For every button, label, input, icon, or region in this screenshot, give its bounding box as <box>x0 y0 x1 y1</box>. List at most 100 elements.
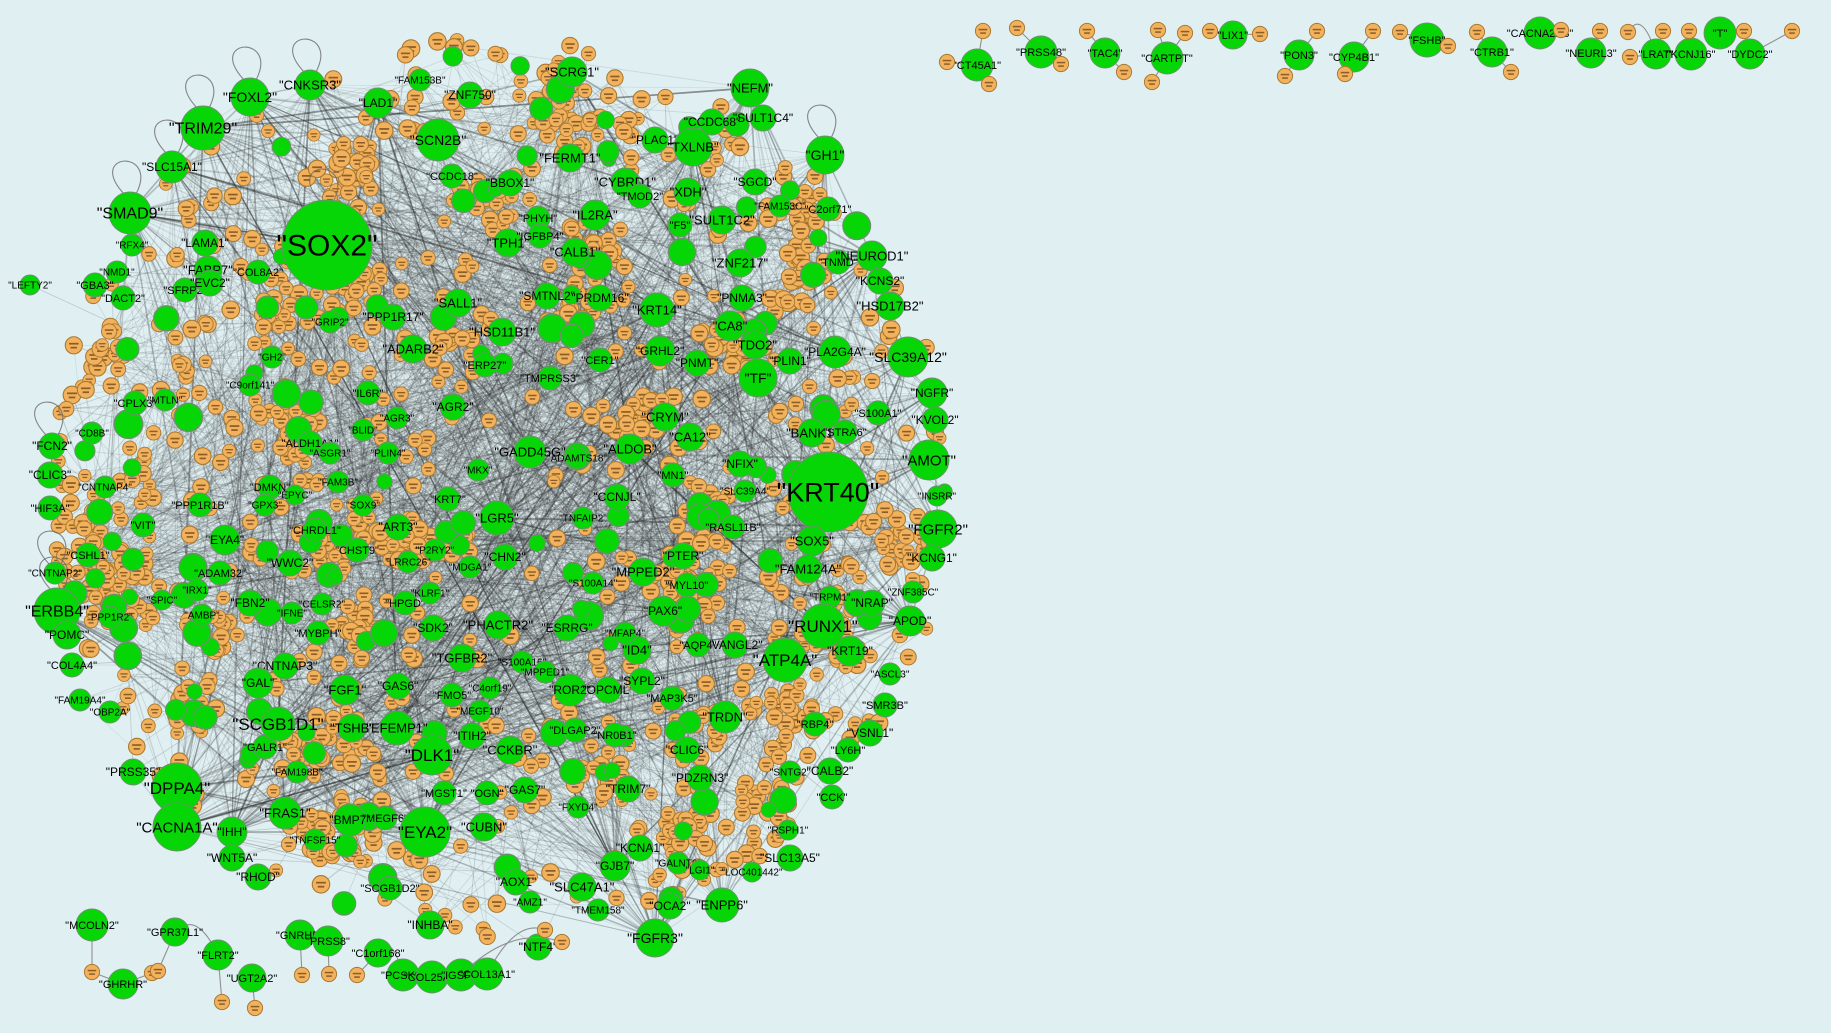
gene-node-minor[interactable] <box>174 660 191 677</box>
gene-node-minor[interactable] <box>763 695 778 711</box>
gene-node-minor[interactable] <box>793 677 807 692</box>
gene-node-minor[interactable] <box>735 793 751 810</box>
gene-node-minor[interactable] <box>863 372 881 390</box>
gene-node-minor[interactable] <box>787 395 805 413</box>
gene-node-minor[interactable] <box>342 753 362 774</box>
gene-node-minor[interactable] <box>453 329 471 348</box>
gene-node-minor[interactable] <box>859 440 875 456</box>
gene-node-minor[interactable] <box>260 123 276 139</box>
gene-node-minor[interactable] <box>368 762 387 781</box>
gene-node-minor[interactable] <box>780 268 798 286</box>
gene-node-minor[interactable] <box>437 214 452 229</box>
gene-node-minor[interactable] <box>801 378 818 395</box>
gene-node-minor[interactable] <box>580 45 597 62</box>
gene-node-minor[interactable] <box>223 186 243 206</box>
gene-node-minor[interactable] <box>586 551 606 572</box>
gene-node-minor[interactable] <box>703 336 720 353</box>
gene-node-minor[interactable] <box>618 415 636 433</box>
gene-node-hub-unlabeled[interactable] <box>165 699 187 721</box>
gene-node-minor[interactable] <box>371 202 386 217</box>
gene-node-minor[interactable] <box>121 440 138 456</box>
gene-node-minor[interactable] <box>167 329 184 346</box>
gene-node-minor[interactable] <box>400 646 418 664</box>
gene-node-minor[interactable] <box>721 563 738 579</box>
gene-node-minor[interactable] <box>749 695 764 710</box>
gene-node-minor[interactable] <box>668 516 687 535</box>
gene-node-minor[interactable] <box>354 337 370 353</box>
gene-node-minor[interactable] <box>477 121 492 136</box>
gene-node-hub-unlabeled[interactable] <box>294 295 319 320</box>
gene-node-minor[interactable] <box>359 169 374 185</box>
gene-node-minor[interactable] <box>806 320 822 336</box>
gene-node-minor[interactable] <box>899 648 918 666</box>
gene-node-minor[interactable] <box>465 259 480 274</box>
gene-node-minor[interactable] <box>520 727 537 744</box>
gene-node-minor[interactable] <box>791 221 811 241</box>
gene-node-minor[interactable] <box>394 256 409 271</box>
gene-node-minor[interactable] <box>254 242 270 257</box>
gene-node-minor[interactable] <box>136 446 153 462</box>
gene-node-minor[interactable] <box>842 557 860 576</box>
gene-node-hub-unlabeled[interactable] <box>326 568 344 586</box>
gene-node-minor[interactable] <box>606 460 626 480</box>
gene-node-minor[interactable] <box>352 135 370 153</box>
gene-node-minor[interactable] <box>564 400 583 419</box>
gene-node-hub-unlabeled[interactable] <box>559 758 587 785</box>
gene-node-minor[interactable] <box>352 854 368 869</box>
gene-node-minor[interactable] <box>307 128 321 142</box>
gene-node-hub-unlabeled[interactable] <box>298 389 324 415</box>
gene-node-minor[interactable] <box>548 529 567 548</box>
gene-node-hub-unlabeled[interactable] <box>690 787 719 816</box>
gene-node-minor[interactable] <box>546 474 561 489</box>
gene-node-hub-unlabeled[interactable] <box>809 228 828 247</box>
gene-node-minor[interactable] <box>599 86 618 105</box>
gene-node-hub-unlabeled[interactable] <box>450 510 477 536</box>
gene-node-minor[interactable] <box>330 654 348 673</box>
gene-node-minor[interactable] <box>278 280 294 296</box>
gene-node-minor[interactable] <box>374 120 394 141</box>
gene-node-minor[interactable] <box>615 257 634 276</box>
gene-node-minor[interactable] <box>235 170 252 187</box>
gene-node-hub-unlabeled[interactable] <box>510 56 530 76</box>
gene-node-minor[interactable] <box>722 355 742 375</box>
gene-node-minor[interactable] <box>512 88 527 103</box>
gene-node-minor[interactable] <box>305 643 323 661</box>
gene-node-hub-unlabeled[interactable] <box>451 188 476 214</box>
gene-node-minor[interactable] <box>709 152 725 168</box>
gene-node-minor[interactable] <box>522 757 540 775</box>
gene-node-minor[interactable] <box>599 588 616 606</box>
gene-node-minor[interactable] <box>779 697 796 714</box>
gene-node-hub-unlabeled[interactable] <box>86 498 114 526</box>
gene-node-minor[interactable] <box>480 412 498 429</box>
gene-node-minor[interactable] <box>111 501 126 516</box>
gene-node-minor[interactable] <box>127 737 146 756</box>
gene-node-minor[interactable] <box>881 319 901 340</box>
gene-node-minor[interactable] <box>177 199 196 218</box>
gene-node-minor[interactable] <box>335 135 352 152</box>
gene-node-minor[interactable] <box>897 424 916 442</box>
gene-node-minor[interactable] <box>708 532 726 551</box>
gene-node-minor[interactable] <box>462 895 480 914</box>
gene-node-minor[interactable] <box>605 68 624 88</box>
gene-node-minor[interactable] <box>396 45 415 64</box>
gene-node-minor[interactable] <box>524 388 541 406</box>
gene-node-minor[interactable] <box>171 357 188 373</box>
gene-node-minor[interactable] <box>266 783 281 799</box>
gene-node-hub-unlabeled[interactable] <box>115 337 140 362</box>
gene-node-minor[interactable] <box>198 354 213 369</box>
gene-node-minor[interactable] <box>254 318 273 336</box>
gene-node-hub-unlabeled[interactable] <box>760 801 777 818</box>
gene-node-minor[interactable] <box>64 335 84 355</box>
gene-node-hub-unlabeled[interactable] <box>667 237 697 267</box>
gene-node-hub-unlabeled[interactable] <box>673 821 693 841</box>
gene-node-minor[interactable] <box>765 707 784 727</box>
gene-node-hub-unlabeled[interactable] <box>113 641 143 671</box>
gene-node-minor[interactable] <box>427 31 448 52</box>
gene-node-minor[interactable] <box>462 39 480 57</box>
gene-node-minor[interactable] <box>452 838 469 855</box>
gene-node-minor[interactable] <box>770 618 788 637</box>
gene-node-minor[interactable] <box>509 124 528 143</box>
gene-node-minor[interactable] <box>290 350 307 368</box>
gene-node-minor[interactable] <box>730 137 750 157</box>
